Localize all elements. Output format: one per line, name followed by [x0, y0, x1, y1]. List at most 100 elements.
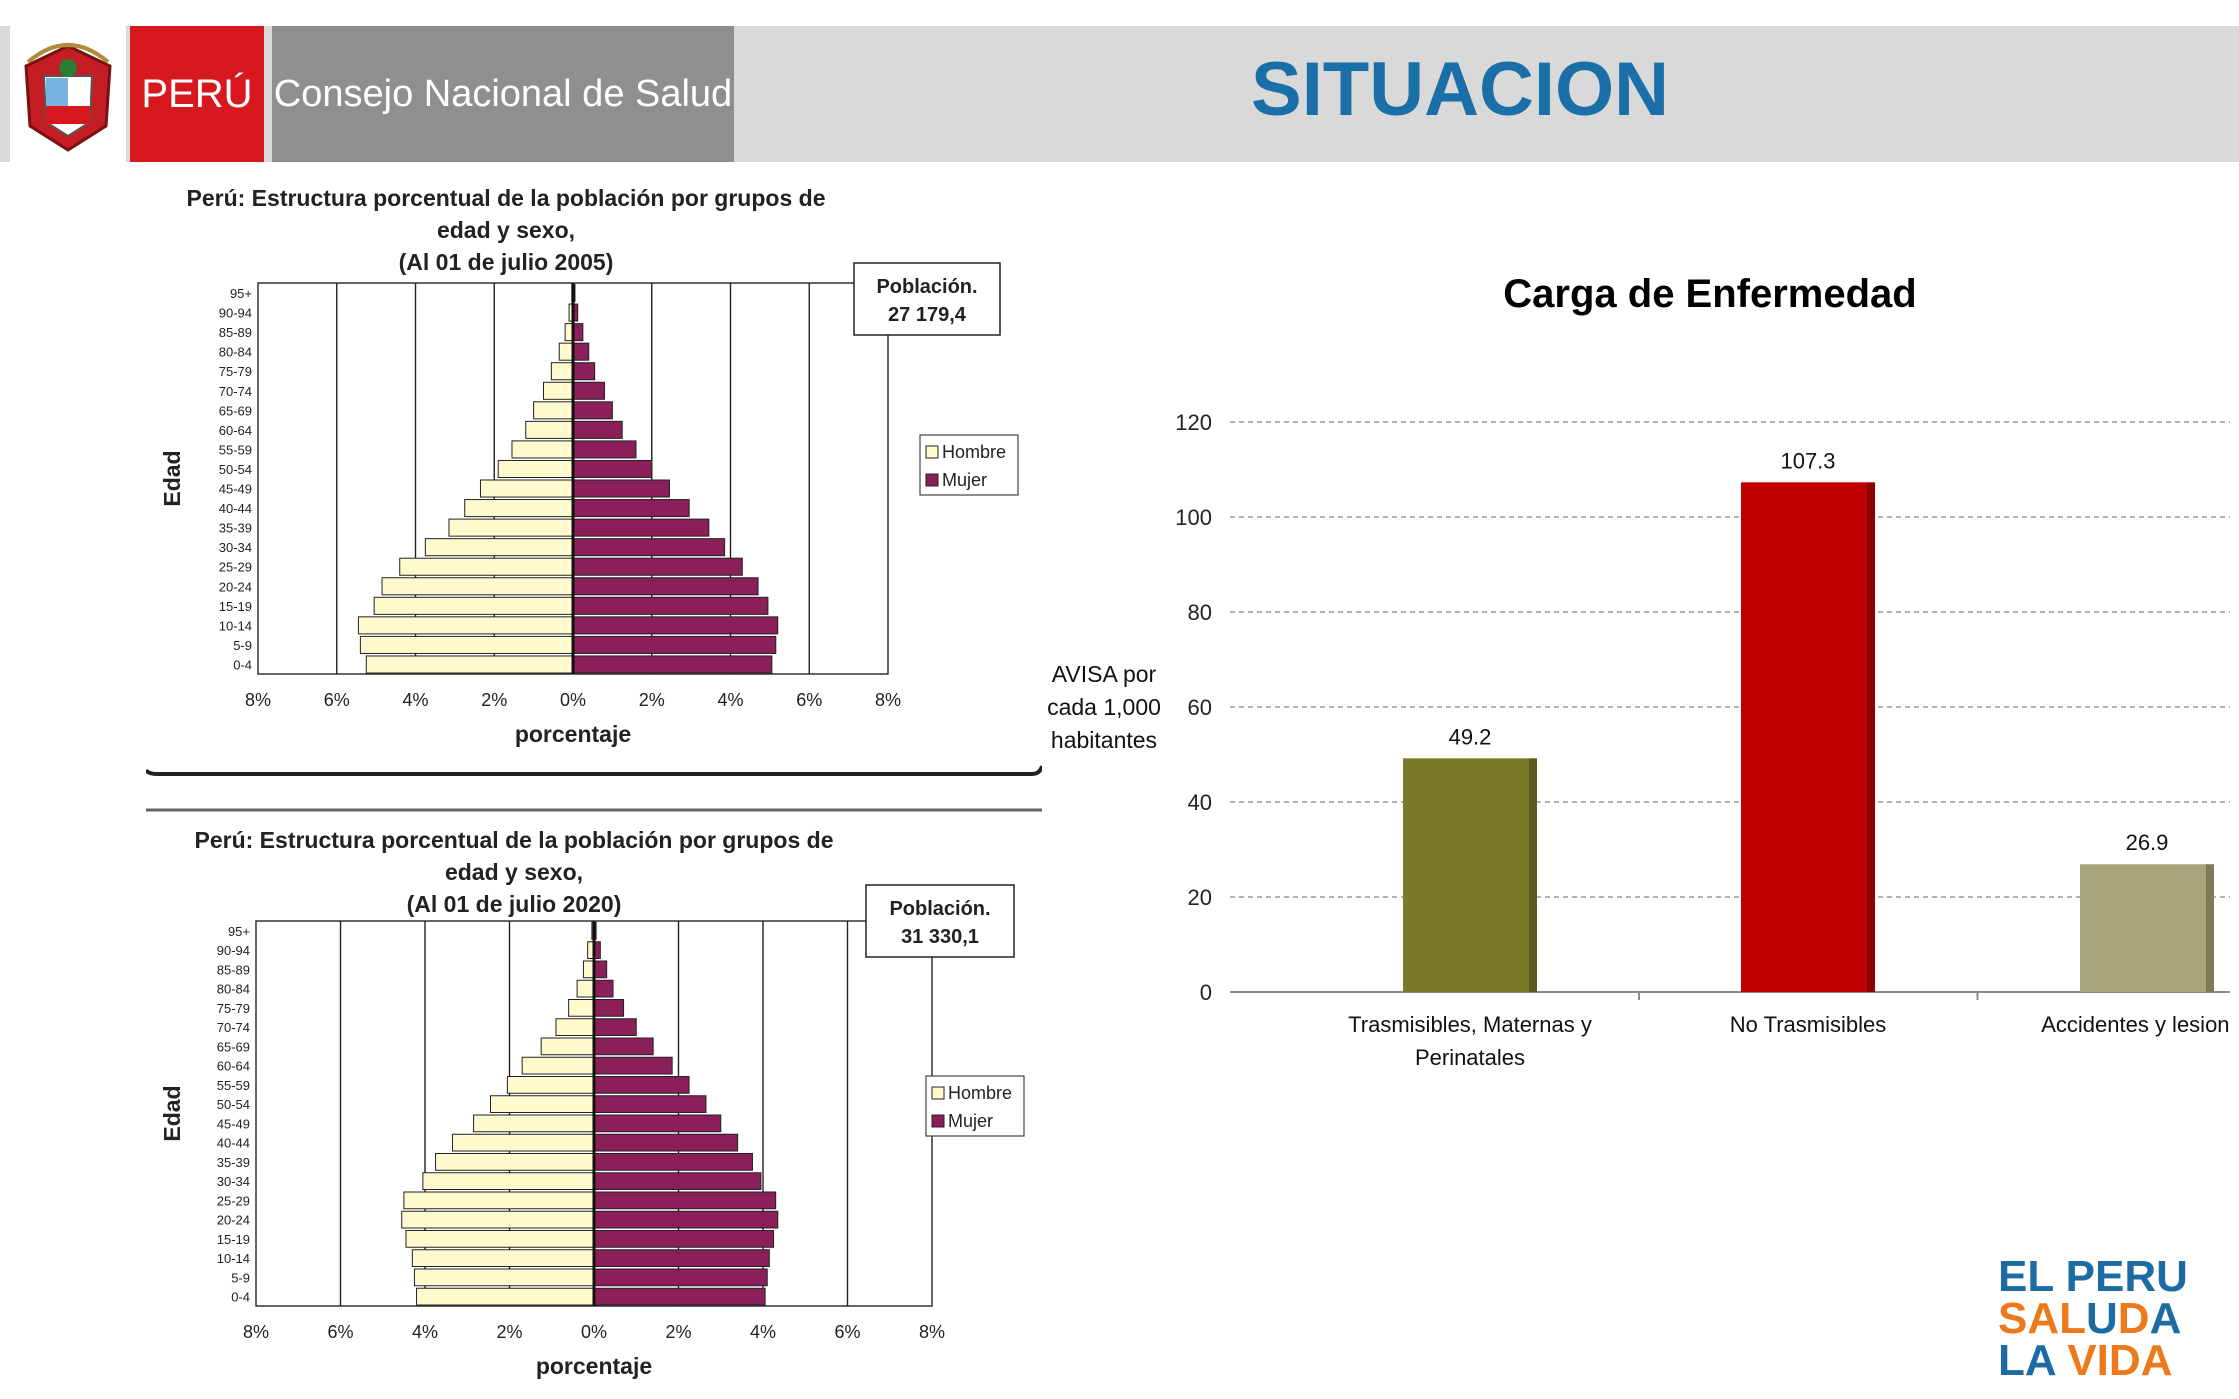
bar-chart-ylabel: AVISA por cada 1,000 habitantes [1036, 658, 1172, 757]
age-group-label: 95+ [230, 286, 252, 301]
bar-mujer [593, 1133, 739, 1152]
bar-hombre [555, 1018, 595, 1036]
bar-mujer [572, 499, 690, 518]
bar-mujer [572, 362, 596, 381]
bar-mujer [572, 420, 623, 439]
legend-label: Mujer [948, 1111, 993, 1131]
bar-mujer [593, 1191, 777, 1210]
bar-mujer [572, 655, 773, 674]
x-tick-label: 8% [243, 1322, 269, 1342]
bar-hombre [533, 401, 574, 420]
bar-hombre [381, 577, 574, 596]
legend-label: Mujer [942, 470, 987, 490]
bar-hombre [435, 1153, 595, 1171]
x-tick-label: 6% [324, 690, 350, 710]
age-group-label: 45-49 [219, 482, 252, 497]
bar-hombre [448, 518, 574, 537]
bar-mujer [572, 342, 590, 361]
bar-hombre [359, 635, 574, 654]
bar-hombre [511, 440, 574, 459]
age-group-label: 35-39 [219, 521, 252, 536]
bar-mujer [593, 1076, 690, 1094]
category-label: Perinatales [1415, 1045, 1525, 1070]
bar-hombre [451, 1133, 595, 1152]
age-group-label: 55-59 [217, 1078, 250, 1093]
bar-mujer [572, 459, 653, 479]
data-label: 49.2 [1449, 724, 1492, 749]
ylabel-line1: AVISA por [1051, 661, 1157, 687]
age-group-label: 85-89 [219, 325, 252, 340]
bar-hombre [357, 616, 574, 635]
bar-mujer [593, 960, 608, 979]
pyramid-title-line1: Perú: Estructura porcentual de la poblac… [194, 827, 834, 853]
age-group-label: 20-24 [219, 579, 252, 594]
ylabel-line2: cada 1,000 [1047, 694, 1161, 720]
bar-mujer [572, 401, 613, 420]
age-group-label: 30-34 [217, 1174, 250, 1189]
x-tick-label: 8% [919, 1322, 945, 1342]
bar-mujer [593, 1287, 766, 1306]
bar [1403, 758, 1537, 992]
bar-hombre [405, 1230, 595, 1248]
pyramid-panel-2020: Perú: Estructura porcentual de la poblac… [146, 808, 1042, 1398]
bar-mujer [572, 440, 637, 459]
age-group-label: 55-59 [219, 442, 252, 457]
pyramid-title: Perú: Estructura porcentual de la poblac… [154, 824, 874, 920]
bar-hombre [525, 420, 574, 439]
logo-line3a: LA [1998, 1336, 2068, 1385]
bar-mujer [572, 577, 759, 596]
el-peru-saluda-la-vida-logo: EL PERU SALUDA LA VIDA [1998, 1255, 2188, 1385]
y-tick-label: 0 [1200, 980, 1212, 1005]
pyramid-title: Perú: Estructura porcentual de la poblac… [146, 182, 866, 278]
y-tick-label: 80 [1188, 600, 1212, 625]
pyramid-panel-2005: Perú: Estructura porcentual de la poblac… [146, 170, 1042, 780]
x-tick-label: 4% [402, 690, 428, 710]
pyramid-chart-2020: 95+ 90-94 85-89 80-84 75-79 70-74 65-69 60-64 55… [146, 808, 1042, 1379]
bar-mujer [593, 1153, 753, 1171]
legend-label: Hombre [942, 442, 1006, 462]
age-group-label: 45-49 [217, 1116, 250, 1131]
bar-hombre [582, 960, 595, 979]
x-tick-label: 2% [665, 1322, 691, 1342]
y-tick-label: 60 [1188, 695, 1212, 720]
disease-burden-bar-chart: 0 20 40 60 80 100 120 49.2 107.3 26.9 Trasmisibles… [1175, 410, 2230, 1070]
bar-hombre [416, 1287, 595, 1306]
x-tick-label: 4% [717, 690, 743, 710]
y-tick-label: 40 [1188, 790, 1212, 815]
age-group-label: 80-84 [217, 982, 250, 997]
bar-mujer [593, 1095, 707, 1113]
age-group-label: 50-54 [219, 462, 252, 477]
age-group-label: 25-29 [219, 560, 252, 575]
bar-hombre [373, 596, 574, 615]
bar-hombre [558, 342, 574, 361]
bar-mujer [593, 1268, 768, 1287]
bar-mujer [593, 979, 614, 998]
age-group-label: 10-14 [217, 1251, 250, 1266]
age-group-label: 10-14 [219, 618, 252, 633]
age-group-label: 65-69 [219, 403, 252, 418]
population-box [853, 262, 1001, 336]
bar-hombre [540, 1037, 595, 1056]
bar-hombre [473, 1114, 595, 1133]
age-group-label: 60-64 [219, 423, 252, 438]
age-group-label: 65-69 [217, 1039, 250, 1054]
bar-mujer [572, 616, 779, 635]
age-group-label: 90-94 [217, 943, 250, 958]
age-group-label: 95+ [228, 924, 250, 939]
bar-shade [1867, 482, 1875, 992]
age-group-label: 15-19 [217, 1232, 250, 1247]
bar [2080, 864, 2214, 992]
bar-mujer [593, 1056, 673, 1075]
population-label: Población. [889, 898, 990, 920]
bar-mujer [572, 381, 605, 400]
bar-hombre [568, 999, 595, 1017]
age-group-label: 5-9 [233, 638, 252, 653]
logo-line2d: A [2149, 1294, 2182, 1343]
age-group-label: 60-64 [217, 1059, 250, 1074]
x-axis-label: porcentaje [536, 1353, 652, 1379]
bar-mujer [593, 1172, 762, 1190]
x-axis-label: porcentaje [515, 721, 631, 747]
bar-hombre [464, 499, 574, 518]
bar-hombre [576, 979, 595, 998]
crest-logo [10, 26, 126, 162]
